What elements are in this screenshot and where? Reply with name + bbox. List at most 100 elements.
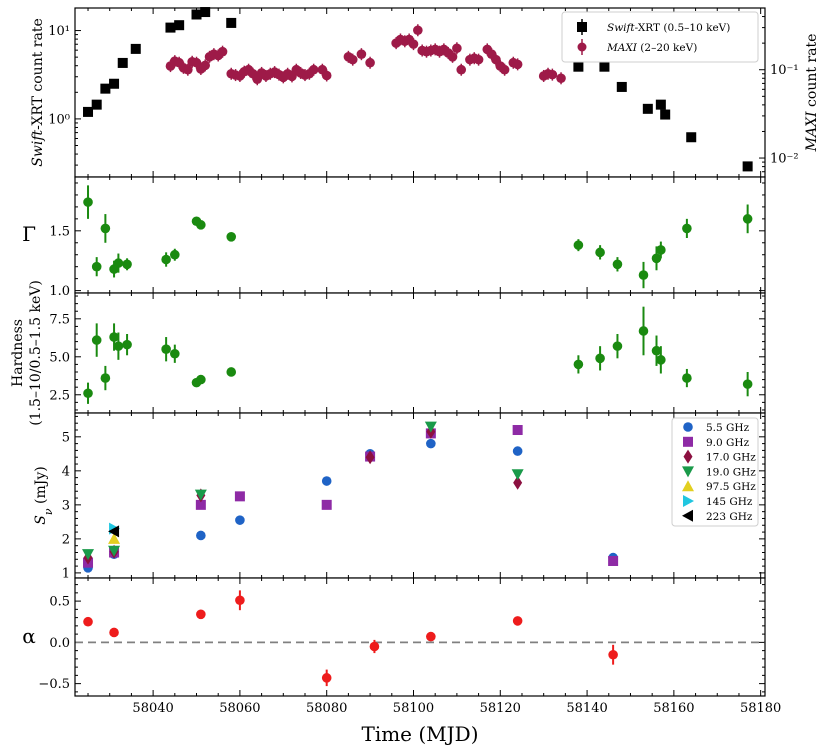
data-point: [608, 649, 618, 660]
data-point: [638, 326, 649, 336]
data-point: [595, 353, 605, 364]
data-point: [742, 379, 753, 389]
y-tick-label: 3: [62, 498, 70, 513]
legend-label: 97.5 GHz: [706, 481, 756, 493]
data-point: [170, 348, 180, 359]
legend: Swift-XRT (0.5–10 keV) MAXI (2–20 keV): [561, 11, 759, 63]
x-axis-label: Time (MJD): [361, 722, 478, 746]
y-tick-label: 1.0: [49, 284, 70, 299]
data-point: [170, 249, 180, 260]
data-point: [200, 7, 211, 18]
data-point: [456, 64, 467, 75]
data-point: [512, 616, 523, 626]
legend-label: 17.0 GHz: [706, 452, 756, 464]
data-point: [109, 332, 119, 342]
data-point: [83, 197, 93, 207]
data-point: [83, 388, 93, 399]
data-point: [321, 499, 332, 510]
legend-box: [561, 11, 759, 63]
data-point: [682, 223, 692, 234]
data-point: [196, 374, 206, 385]
legend-marker: [683, 449, 693, 464]
data-point: [195, 499, 206, 510]
y-right-tick-label: 10⁻¹: [770, 63, 799, 78]
y-axis-label: Γ: [22, 222, 36, 246]
data-point: [91, 99, 102, 110]
legend-label: 5.5 GHz: [706, 422, 750, 434]
data-point: [573, 359, 584, 370]
data-point: [742, 161, 753, 172]
data-point: [651, 253, 662, 264]
data-point: [742, 214, 753, 224]
legend-marker: [682, 480, 694, 492]
data-point: [91, 335, 102, 345]
data-point: [83, 106, 94, 117]
data-point: [321, 673, 332, 683]
data-point: [308, 64, 319, 75]
data-point: [161, 344, 171, 355]
series-hardness-ratio: [83, 306, 753, 404]
data-point: [616, 81, 627, 92]
y-tick-label: 10¹: [48, 24, 70, 39]
series-223-ghz: [108, 525, 120, 538]
data-point: [512, 446, 523, 456]
series-19-0-ghz: [82, 421, 524, 561]
legend-label: 19.0 GHz: [706, 466, 756, 478]
y-tick-label: 1.5: [49, 224, 70, 239]
data-point: [365, 450, 375, 465]
data-point: [191, 9, 202, 20]
data-point: [369, 641, 380, 652]
data-point: [109, 627, 119, 638]
y-tick-label: 5.0: [49, 350, 70, 365]
legend-label: 223 GHz: [706, 511, 753, 523]
x-tick-label: 58080: [306, 701, 347, 716]
data-point: [165, 22, 176, 33]
legend-marker: [577, 22, 587, 32]
data-point: [226, 17, 237, 28]
data-point: [113, 341, 124, 351]
series-swift-xrt-0-5-10-kev-: [83, 7, 753, 172]
data-point: [113, 258, 124, 268]
data-point: [682, 373, 692, 383]
y-axis-label: Sν (mJy): [33, 466, 55, 524]
legend-marker: [683, 495, 694, 507]
data-point: [226, 231, 237, 242]
x-tick-label: 58160: [653, 701, 694, 716]
x-tick-label: 58040: [132, 701, 173, 716]
data-point: [234, 491, 245, 502]
data-point: [347, 54, 358, 65]
data-point: [547, 69, 558, 80]
legend-label: 9.0 GHz: [706, 437, 750, 449]
panel-hardness: 2.5 5.0 7.5 Hardness (1.5–10/0.5–1.5 keV): [10, 280, 766, 426]
data-point: [100, 83, 111, 94]
y-tick-label: 7.5: [49, 312, 70, 327]
data-point: [321, 476, 332, 486]
data-point: [642, 103, 653, 114]
y-tick-label: 1: [62, 566, 70, 581]
data-point: [196, 220, 206, 230]
data-point: [612, 259, 623, 270]
data-point: [426, 631, 436, 642]
data-point: [651, 345, 662, 356]
data-point: [608, 555, 619, 566]
data-point: [573, 61, 584, 72]
data-point: [122, 339, 132, 350]
data-point: [108, 545, 121, 557]
data-point: [122, 259, 132, 270]
legend-label: Swift-XRT (0.5–10 keV): [607, 22, 730, 34]
data-point: [656, 355, 666, 365]
data-point: [424, 421, 437, 433]
data-point: [108, 525, 120, 538]
data-point: [413, 25, 423, 36]
data-point: [595, 247, 605, 258]
panel-spectral-index: 58040 58060 58080 58100 58120 58140 58160 58180…: [22, 577, 781, 716]
y-tick-label: 0.0: [49, 636, 70, 651]
data-point: [452, 43, 462, 54]
plot-area: [75, 578, 765, 696]
data-point: [408, 39, 419, 49]
y-axis-label-units: (1.5–10/0.5–1.5 keV): [28, 280, 44, 426]
plot-area: [75, 293, 765, 413]
data-point: [130, 43, 141, 54]
data-point: [117, 57, 128, 68]
axes-frame: [74, 577, 766, 697]
